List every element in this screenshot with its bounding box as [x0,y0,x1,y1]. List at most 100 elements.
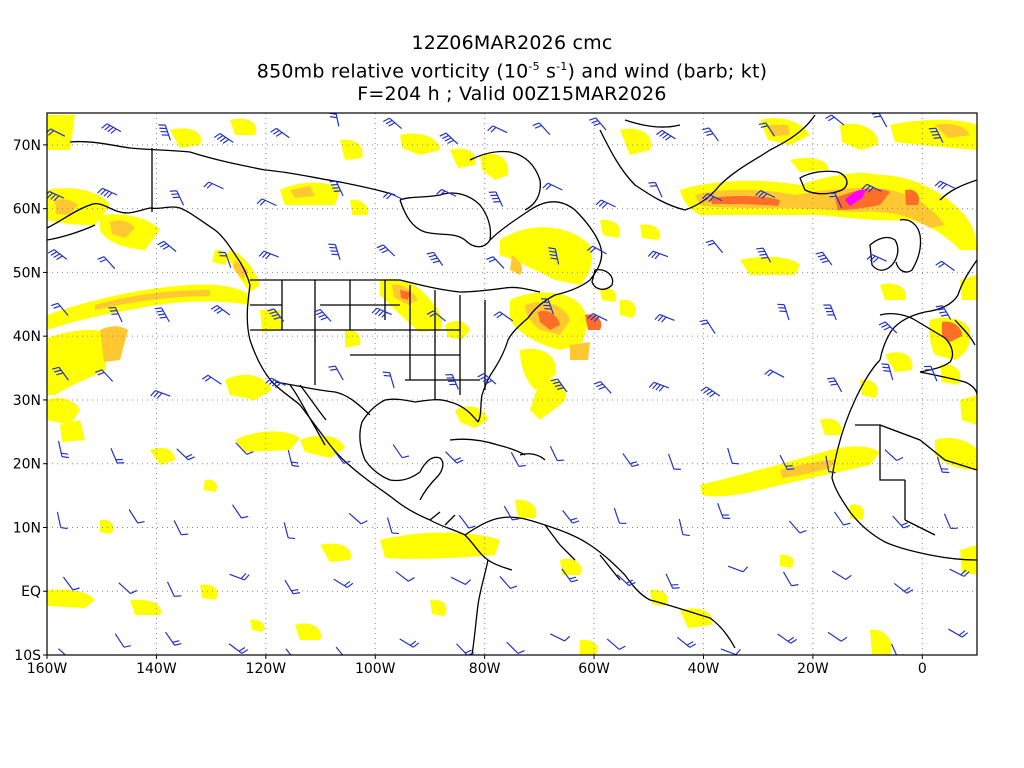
wind-barb [267,308,285,322]
wind-barb [213,132,234,144]
aleutians [47,224,96,241]
wind-barb [701,193,723,203]
wind-barb [97,187,118,199]
longitude-tick-labels: 160W 140W 120W 100W 80W 60W 40W 20W 0 [27,655,927,677]
latitude-label: 10N [13,520,41,536]
wind-barb [935,260,955,272]
uk-ireland [869,236,899,271]
brazil-coast [649,599,736,649]
wind-barb [548,247,560,265]
pacific-vorticity-band [47,115,250,442]
wind-barb [499,576,518,589]
wind-barb [210,304,231,316]
wind-barb [510,452,526,467]
field-title-suffix: ) and wind (barb; kt) [567,60,768,83]
mediterranean-coast [919,371,977,396]
latitude-label: EQ [21,584,41,600]
wind-barb [550,378,568,393]
wind-barb [95,369,114,382]
baja-california [289,384,326,446]
wind-barb [284,579,301,595]
wind-barb [935,305,952,320]
wind-barb [699,319,716,334]
wind-barb [815,251,833,266]
wind-barb [589,117,607,131]
wind-barb [936,456,950,474]
field-title: 850mb relative vorticity (10-5 s-1) and … [0,55,1024,83]
wind-barb [426,310,446,322]
wind-barb [506,641,525,654]
wind-barb [110,448,125,464]
wind-barb [892,515,911,529]
wind-barb [720,648,741,655]
us-mexico-border [274,381,371,416]
wind-barb [108,306,123,323]
wind-barb [426,251,444,266]
wind-barb [154,307,170,323]
wind-barb [335,646,344,655]
wind-barb [777,303,790,321]
wind-barb [616,574,636,587]
wind-barb [270,127,290,139]
chart-titles: 12Z06MAR2026 cmc 850mb relative vorticit… [0,32,1024,106]
wind-barb [386,517,399,535]
wind-barb [392,444,410,459]
wind-barb [542,182,563,191]
wind-barb [169,190,185,206]
wind-barb [700,386,721,398]
wind-barb [656,129,676,141]
alaska-north-coast [69,140,191,153]
wind-barb [549,445,565,462]
wind-barb [229,572,250,581]
wind-barb [52,366,69,381]
wind-barb [57,440,69,459]
longitude-label: 80W [469,661,501,677]
wind-barb [329,113,340,127]
wind-barb [503,505,520,521]
alaska-coast [47,203,251,286]
wind-barb [647,250,669,260]
wind-barb [395,571,415,582]
latitude-label: 20N [13,457,41,473]
longitude-label: 60W [578,661,610,677]
wind-barb [755,190,776,199]
wind-barb [884,449,904,462]
wind-barb [764,369,785,378]
wind-barb [51,302,69,316]
wind-barb [488,191,504,207]
wind-barb [622,453,640,468]
wind-barb [861,183,882,193]
wind-barb [201,374,222,385]
iceland [799,170,848,195]
longitude-label: 0 [918,661,927,677]
wind-barb [436,188,457,197]
south-america-borders [544,524,621,581]
wind-barb [486,256,505,269]
wind-barb [665,573,680,589]
wind-barb [371,307,392,318]
wind-barb [164,631,182,646]
wind-barb [493,311,514,322]
africa-borders [855,424,977,536]
wind-barb [823,304,837,321]
wind-barb [383,117,402,130]
wind-barb [328,243,341,261]
wind-barb [613,507,627,525]
wind-barb [668,453,681,470]
field-title-mid: s [539,60,557,83]
great-britain [895,219,922,273]
wind-barb [203,181,224,190]
coastlines [47,114,977,655]
wind-barb [477,373,497,385]
wind-barb [450,576,472,585]
south-america-north-coast [464,516,651,601]
wind-barb [114,633,131,648]
wind-barb [717,503,731,519]
wind-barb [561,568,579,583]
wind-barb [595,199,616,209]
wind-barb [287,449,300,467]
wind-barb [586,245,607,255]
run-title: 12Z06MAR2026 cmc [411,32,613,54]
wind-barb [648,381,670,392]
wind-barb [788,520,807,534]
